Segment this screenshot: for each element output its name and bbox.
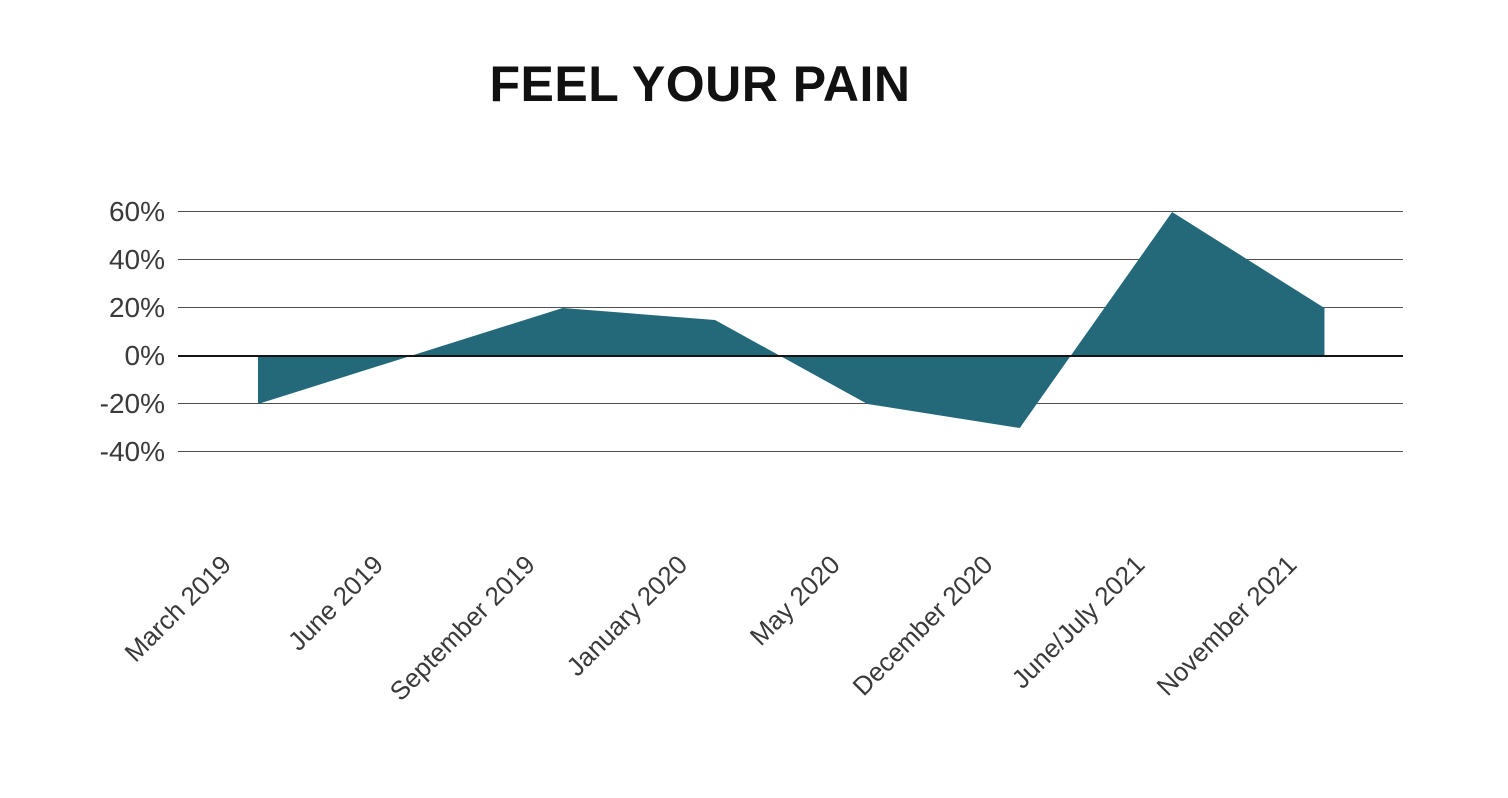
chart-title: FEEL YOUR PAIN	[489, 56, 911, 112]
gridline-60%	[178, 211, 1403, 212]
y-axis-tick-label: 40%	[108, 244, 165, 275]
y-axis-tick-label: 0%	[124, 340, 165, 371]
gridline--20%	[178, 403, 1403, 404]
y-axis-tick-label: 60%	[108, 196, 165, 227]
y-axis-tick-label: -20%	[99, 388, 165, 419]
y-axis-tick-label: -40%	[99, 436, 165, 467]
gridline--40%	[178, 451, 1403, 452]
gridline-20%	[178, 307, 1403, 308]
zero-axis-line	[178, 355, 1403, 357]
y-axis-tick-label: 20%	[108, 292, 165, 323]
gridline-40%	[178, 259, 1403, 260]
area-chart-canvas	[258, 212, 1325, 428]
area-series	[258, 212, 1325, 428]
